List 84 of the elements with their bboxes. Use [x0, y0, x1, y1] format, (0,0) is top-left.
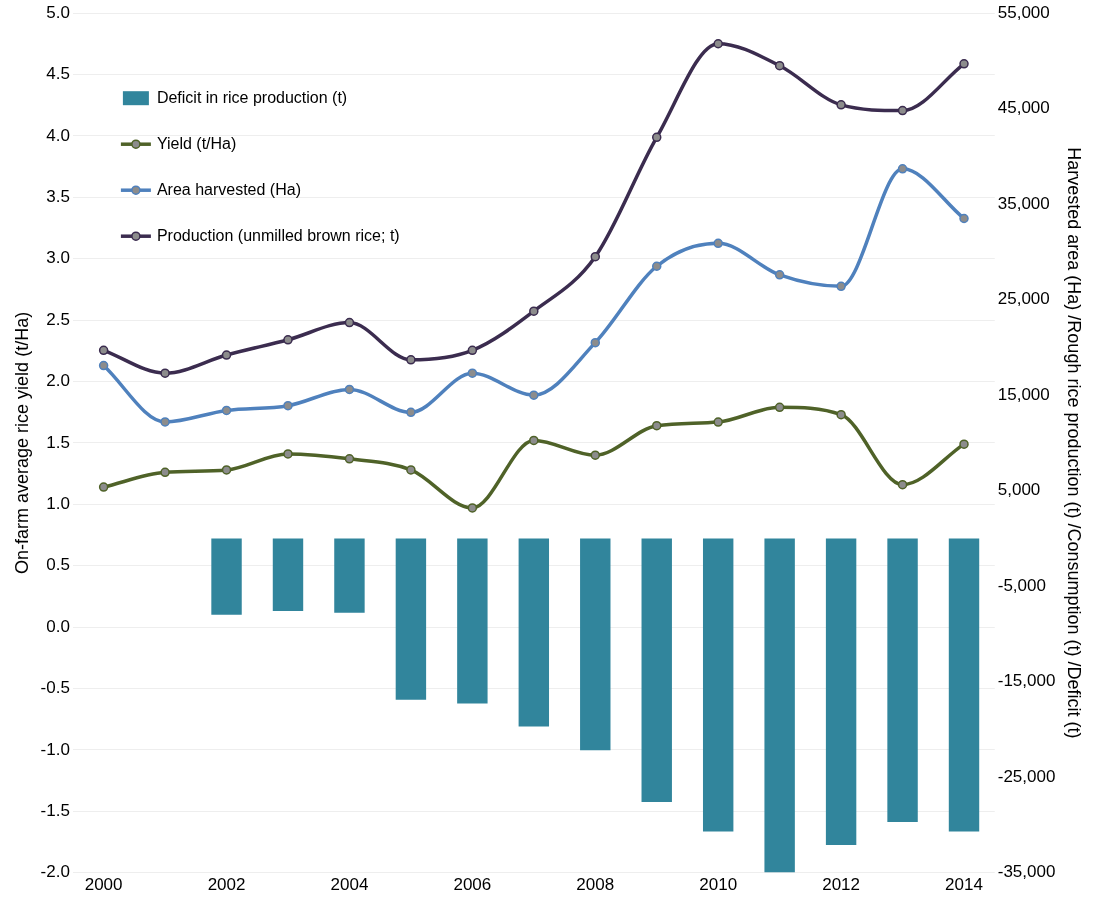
- point: [651, 132, 662, 143]
- point: [221, 465, 232, 475]
- x-tick-label: 2006: [453, 875, 492, 895]
- x-tick-label: 2004: [330, 875, 369, 895]
- point: [467, 503, 478, 513]
- legend-label: Deficit in rice production (t): [156, 88, 348, 106]
- point: [98, 345, 109, 356]
- y-tick-label: 0.0: [46, 616, 70, 636]
- point: [160, 417, 170, 427]
- y2-tick-label: 45,000: [997, 98, 1050, 118]
- legend-label: Production (unmilled brown rice; t): [156, 226, 400, 244]
- y-tick-label: -2.0: [40, 862, 70, 882]
- point: [590, 251, 601, 262]
- point: [774, 402, 785, 413]
- point: [406, 465, 416, 475]
- point: [590, 337, 601, 348]
- y-tick-label: -1.0: [40, 739, 70, 759]
- x-tick-label: 2008: [576, 875, 615, 895]
- point: [160, 368, 170, 378]
- y-tick-label: 5.0: [46, 2, 70, 22]
- y2-tick-label: 5,000: [997, 480, 1041, 500]
- y2-tick-label: 15,000: [997, 384, 1050, 404]
- point: [836, 281, 846, 292]
- y-tick-label: 1.5: [46, 432, 70, 452]
- y-axis-title: On-farm average rice yield (t/Ha): [11, 311, 32, 574]
- y2-tick-label: 55,000: [997, 2, 1050, 22]
- point: [344, 384, 355, 395]
- legend-label: Yield (t/Ha): [156, 134, 237, 152]
- point: [283, 400, 293, 411]
- point: [713, 39, 723, 49]
- point: [836, 100, 846, 110]
- point: [344, 317, 355, 328]
- point: [221, 350, 232, 360]
- y-tick-label: -0.5: [40, 678, 70, 698]
- y2-tick-label: -5,000: [997, 575, 1046, 595]
- point: [529, 390, 539, 400]
- point: [283, 449, 293, 459]
- point: [467, 368, 478, 378]
- y-tick-label: -1.5: [40, 800, 70, 820]
- point: [406, 407, 416, 418]
- point: [651, 261, 662, 271]
- x-tick-label: 2000: [84, 875, 123, 895]
- point: [836, 409, 846, 420]
- point: [774, 270, 785, 280]
- point: [713, 417, 723, 427]
- point: [774, 60, 785, 71]
- point: [651, 420, 662, 431]
- point: [406, 355, 416, 365]
- y2-tick-label: 25,000: [997, 289, 1050, 309]
- y-tick-label: 4.0: [46, 125, 70, 145]
- y-tick-label: 3.5: [46, 187, 70, 207]
- y2-tick-label: 35,000: [997, 193, 1050, 213]
- y-tick-label: 2.5: [46, 309, 70, 329]
- legend-label: Area harvested (Ha): [156, 180, 301, 198]
- y-tick-label: 1.0: [46, 493, 70, 513]
- point: [529, 435, 539, 446]
- point: [959, 59, 969, 69]
- point: [221, 405, 232, 416]
- point: [897, 105, 908, 116]
- point: [959, 213, 969, 224]
- point: [98, 360, 109, 371]
- y-tick-label: 0.5: [46, 555, 70, 575]
- point: [160, 467, 170, 478]
- point: [529, 306, 539, 316]
- point: [713, 238, 723, 249]
- x-tick-label: 2002: [207, 875, 246, 895]
- y2-axis-title: Harvested area (Ha) /Rough rice production (t) /Consumption (t) /Deficit (t): [1064, 147, 1085, 739]
- point: [283, 335, 293, 345]
- y2-tick-label: -25,000: [997, 766, 1056, 786]
- y2-tick-label: -15,000: [997, 671, 1056, 691]
- point: [344, 454, 355, 464]
- y-tick-label: 2.0: [46, 371, 70, 391]
- x-tick-label: 2010: [699, 875, 738, 895]
- point: [897, 479, 908, 490]
- point: [959, 439, 969, 449]
- point: [897, 164, 908, 174]
- y-tick-label: 3.0: [46, 248, 70, 268]
- x-tick-label: 2014: [945, 875, 983, 895]
- y-tick-label: 4.5: [46, 64, 70, 84]
- y2-tick-label: -35,000: [997, 862, 1056, 882]
- point: [590, 450, 601, 460]
- point: [467, 345, 478, 356]
- point: [98, 482, 109, 492]
- x-tick-label: 2012: [822, 875, 861, 895]
